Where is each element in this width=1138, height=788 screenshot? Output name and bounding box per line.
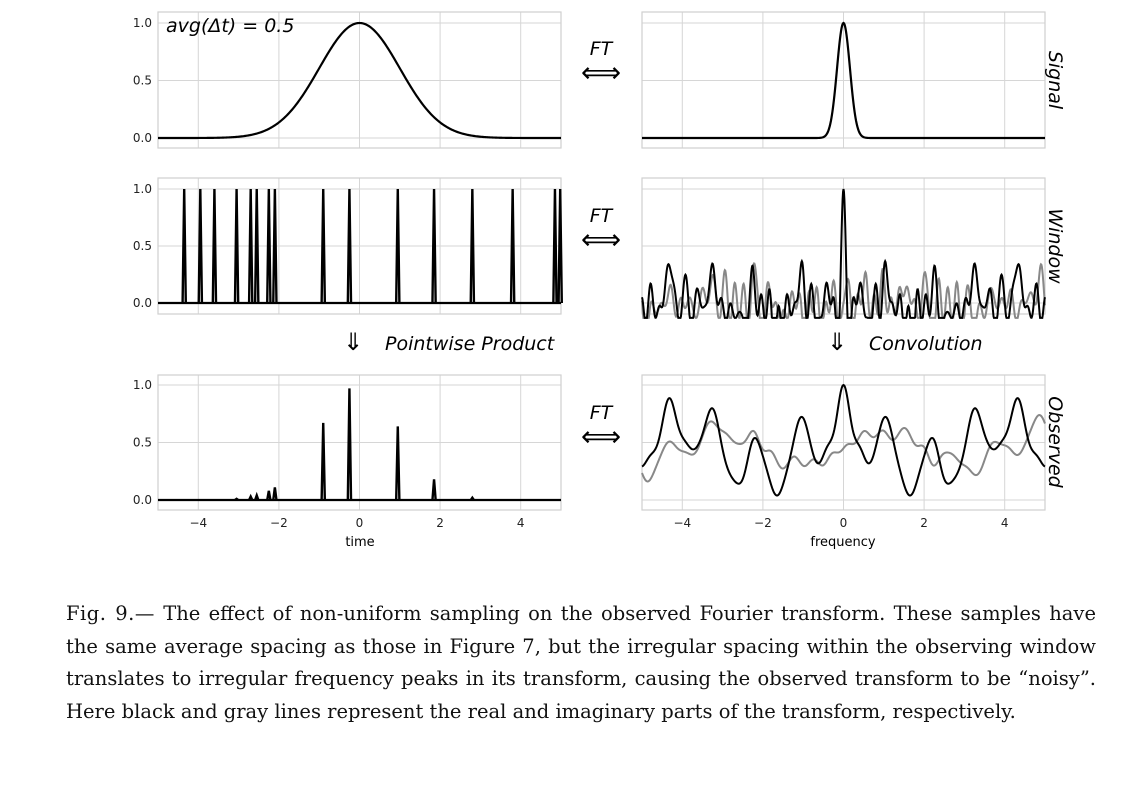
ft-arrow-window: ⟺ — [581, 223, 621, 256]
window-spike — [557, 188, 563, 304]
panel-time-window — [157, 177, 562, 315]
panel-frame — [157, 11, 562, 149]
x-tick-label: 4 — [517, 516, 525, 530]
panel-freq-signal — [641, 11, 1046, 149]
window-spike — [211, 188, 218, 304]
window-spike — [394, 188, 401, 304]
y-tick-label: 0.0 — [133, 493, 152, 507]
convolution-label: Convolution — [869, 333, 983, 355]
row-label-observed: Observed — [1044, 396, 1066, 488]
y-tick-label: 0.5 — [133, 74, 152, 88]
panel-frame — [641, 11, 1046, 149]
caption-text: The effect of non-uniform sampling on th… — [66, 602, 1096, 723]
observed-spike — [394, 426, 401, 501]
panel-frame — [157, 374, 562, 511]
window-spike — [552, 188, 558, 304]
panel-time-observed — [157, 374, 562, 511]
observed-spike — [248, 493, 254, 501]
window-spike — [346, 188, 353, 304]
y-tick-label: 0.0 — [133, 296, 152, 310]
observed-spike — [266, 490, 272, 501]
caption-label: Fig. 9.— — [66, 602, 155, 625]
y-tick-label: 1.0 — [133, 16, 152, 30]
window-ft-imag — [641, 262, 1046, 319]
y-tick-label: 1.0 — [133, 182, 152, 196]
figure-caption: Fig. 9.— The effect of non-uniform sampl… — [66, 598, 1096, 728]
x-tick-label: 4 — [1001, 516, 1009, 530]
observed-spike — [272, 487, 278, 501]
window-ft-real — [641, 188, 1046, 319]
down-arrow-left: ⇓ — [343, 328, 363, 356]
y-tick-label: 0.0 — [133, 131, 152, 145]
panel-freq-observed — [641, 374, 1046, 511]
observed-spike — [469, 495, 475, 501]
window-spike — [320, 188, 327, 304]
pointwise-product-label: Pointwise Product — [385, 333, 556, 355]
ft-label-observed: FT — [590, 402, 614, 424]
window-spike — [431, 188, 437, 304]
x-axis-label-frequency: frequency — [810, 535, 876, 550]
down-arrow-right: ⇓ — [827, 328, 847, 356]
x-tick-label: 0 — [356, 516, 364, 530]
observed-spike — [346, 388, 353, 501]
row-label-window: Window — [1044, 208, 1066, 284]
x-tick-label: 2 — [436, 516, 444, 530]
window-spike — [272, 188, 278, 304]
panel-frame — [641, 177, 1046, 315]
observed-spike — [254, 491, 260, 501]
panel-frame — [641, 374, 1046, 511]
window-spike — [253, 188, 260, 304]
x-tick-label: 0 — [840, 516, 848, 530]
signal-curve-real — [158, 21, 561, 140]
ft-label-window: FT — [590, 205, 614, 227]
ft-arrow-observed: ⟺ — [581, 420, 621, 453]
figure-canvas: FT ⟺ FT ⟺ FT ⟺ ⇓ Pointwise Product ⇓ Con… — [133, 11, 1066, 550]
window-spike — [233, 188, 240, 304]
ft-arrow-signal: ⟺ — [581, 56, 621, 89]
observed-ft-imag — [641, 414, 1046, 483]
window-spike — [266, 188, 272, 304]
window-spike — [509, 188, 516, 304]
x-tick-label: −2 — [754, 516, 772, 530]
observed-spike — [234, 497, 239, 501]
x-tick-label: −4 — [673, 516, 691, 530]
window-spike — [181, 188, 187, 304]
window-spike — [247, 188, 254, 304]
x-tick-label: −2 — [270, 516, 288, 530]
y-tick-label: 0.5 — [133, 436, 152, 450]
signal-ft-curve — [642, 21, 1045, 140]
row-label-signal: Signal — [1044, 51, 1066, 110]
x-tick-label: −4 — [189, 516, 207, 530]
ft-label-signal: FT — [590, 38, 614, 60]
observed-spike — [431, 479, 437, 501]
y-tick-label: 0.5 — [133, 239, 152, 253]
y-tick-label: 1.0 — [133, 378, 152, 392]
observed-ft-real — [641, 383, 1046, 497]
window-spike — [197, 188, 204, 304]
window-spike — [469, 188, 476, 304]
avg-dt-annotation: avg(Δt) = 0.5 — [166, 15, 294, 37]
observed-spike — [320, 422, 327, 501]
x-tick-label: 2 — [920, 516, 928, 530]
x-axis-label-time: time — [345, 535, 374, 550]
